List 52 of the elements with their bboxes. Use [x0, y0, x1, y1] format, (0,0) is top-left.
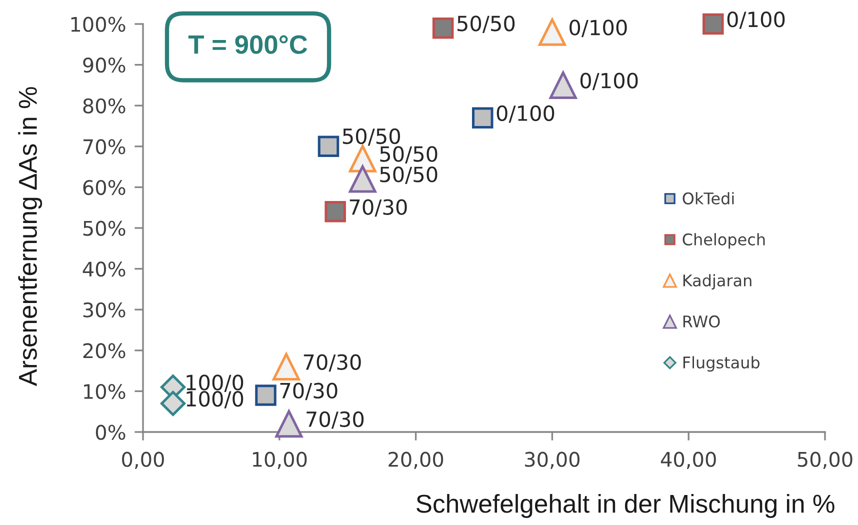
data-label: 0/100 — [727, 12, 785, 29]
x-tick-label: 40,00 — [660, 452, 716, 469]
y-tick-label: 90% — [83, 58, 126, 73]
legend-label: OkTedi — [682, 192, 734, 204]
point — [160, 390, 186, 416]
x-tick-label: 30,00 — [525, 452, 580, 469]
x-axis-title: Schwefelgehalt in der Mischung in % — [416, 494, 834, 518]
legend-label: Chelopech — [682, 233, 765, 249]
data-label: 100/0 — [186, 390, 244, 408]
y-axis-title: Arsenentfernung ΔAs in % — [18, 87, 42, 386]
point — [272, 352, 300, 380]
annotation: T = 900°C — [188, 35, 308, 54]
data-label: 0/100 — [496, 105, 554, 123]
data-label: 70/30 — [350, 199, 407, 217]
y-tick-label: 0% — [96, 424, 126, 440]
point — [702, 13, 724, 35]
y-tick-label: 10% — [84, 384, 126, 400]
x-tick-label: 50,00 — [798, 452, 852, 469]
data-label: 50/50 — [380, 166, 438, 184]
data-label: 70/30 — [280, 382, 338, 400]
y-tick-label: 50% — [83, 220, 126, 236]
data-label: 50/50 — [342, 128, 400, 146]
y-tick-label: 70% — [84, 139, 126, 154]
x-tick-label: 20,00 — [388, 452, 444, 469]
data-label: 70/30 — [304, 354, 361, 372]
point — [275, 410, 303, 438]
legend-label: Flugstaub — [683, 356, 760, 372]
point — [432, 17, 454, 39]
data-label: 0/100 — [580, 72, 638, 90]
legend-label: RWO — [683, 315, 720, 328]
y-tick-label: 100% — [71, 16, 126, 32]
data-label: 0/100 — [570, 20, 627, 38]
y-tick-label: 40% — [82, 262, 126, 277]
legend-label: Kadjaran — [683, 274, 752, 290]
y-tick-label: 30% — [83, 302, 126, 318]
x-tick-label: 10,00 — [252, 452, 307, 469]
point — [472, 107, 494, 128]
data-label: 70/30 — [306, 411, 364, 429]
y-tick-label: 80% — [83, 98, 126, 114]
point — [324, 201, 346, 222]
data-label: 50/50 — [380, 146, 438, 164]
point — [348, 165, 376, 193]
x-tick-label: 0,00 — [122, 452, 164, 469]
point — [549, 71, 577, 99]
point — [538, 18, 566, 46]
data-label: 50/50 — [458, 16, 515, 33]
point — [318, 136, 340, 158]
point — [348, 144, 376, 172]
y-tick-label: 60% — [83, 180, 126, 196]
data-label: 100/0 — [186, 374, 244, 392]
y-tick-label: 20% — [83, 343, 126, 358]
point — [255, 384, 276, 406]
